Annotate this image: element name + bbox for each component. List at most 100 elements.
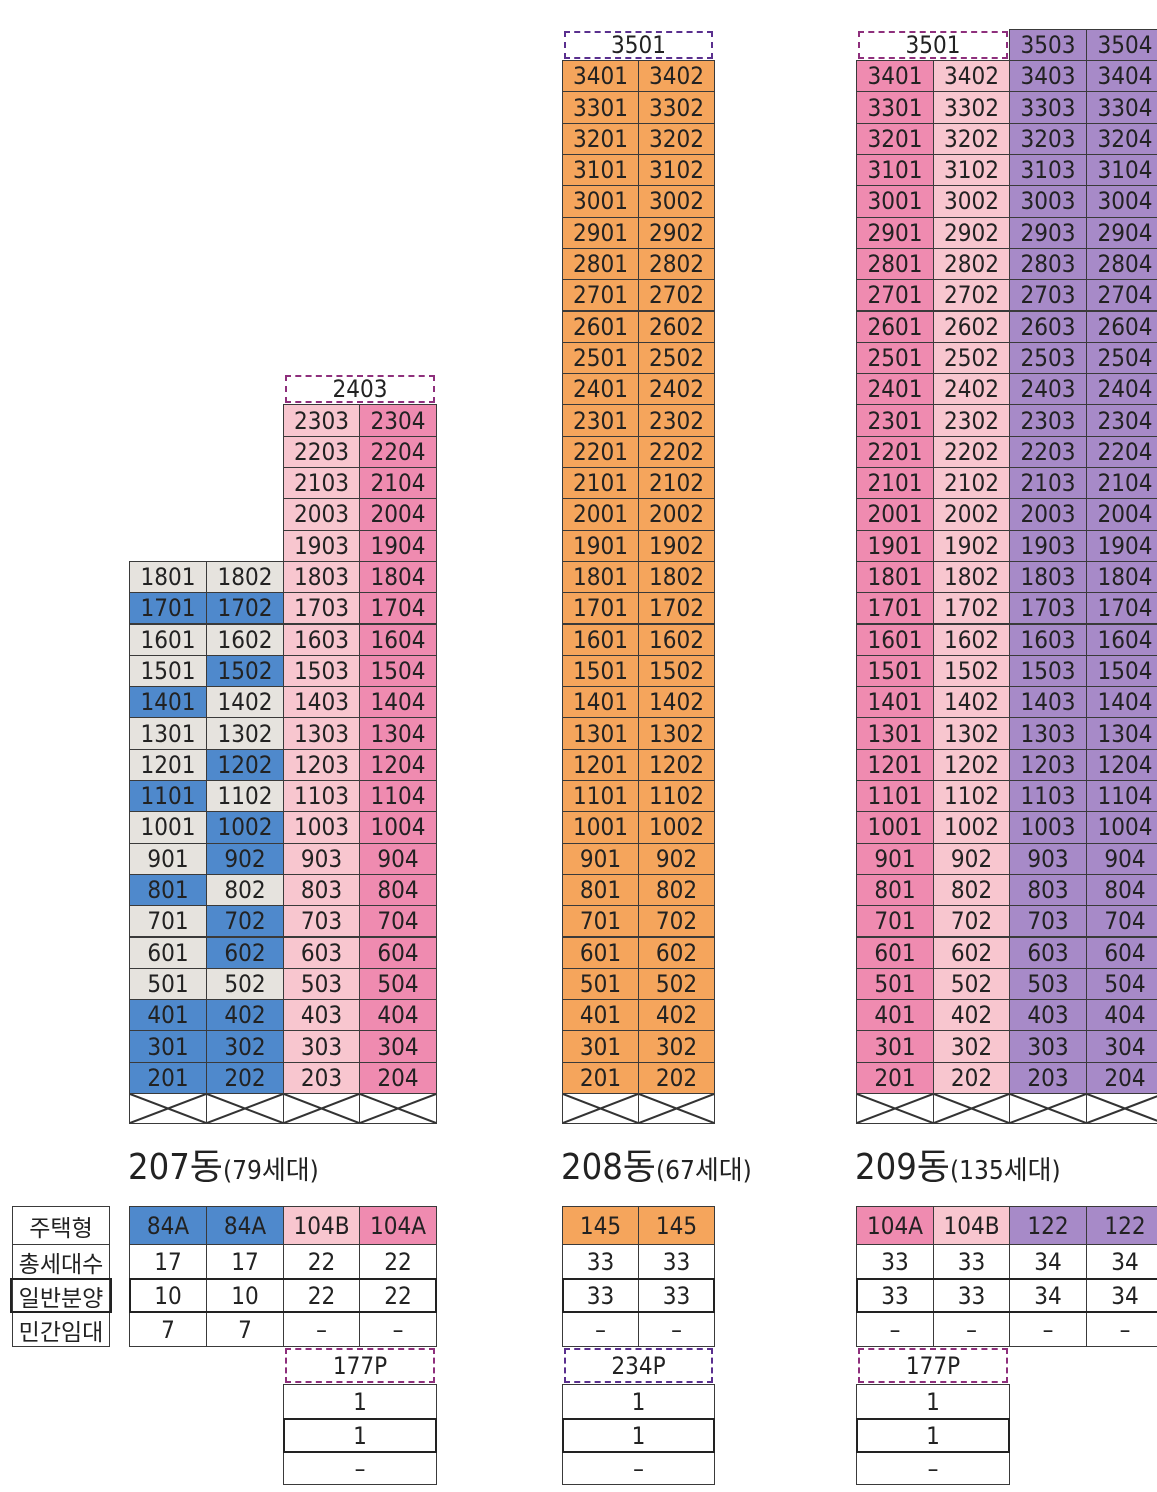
unit-cell: 201 (129, 1061, 207, 1094)
row-label: 일반분양 (12, 1278, 110, 1313)
summary-cell: 33 (856, 1244, 934, 1279)
unit-cell: 2404 (1086, 373, 1157, 406)
unit-cell: 504 (359, 967, 437, 1001)
unit-cell: 1502 (933, 654, 1010, 688)
unit-cell: 1802 (933, 560, 1010, 594)
unit-cell: 1703 (1009, 592, 1087, 625)
summary-cell: 33 (562, 1244, 639, 1279)
unit-cell: 503 (1009, 967, 1087, 1001)
unit-cell: 1204 (1086, 748, 1157, 781)
unit-cell: 203 (283, 1061, 360, 1094)
penthouse-summary-cell: – (562, 1452, 715, 1485)
unit-cell: 1002 (206, 811, 284, 844)
unit-cell: 704 (1086, 905, 1157, 938)
summary-cell: 33 (638, 1244, 715, 1279)
unit-cell: 2801 (562, 247, 639, 281)
unit-cell: 901 (129, 842, 207, 875)
unit-cell: 2004 (1086, 498, 1157, 531)
unit-cell: 2703 (1009, 279, 1087, 312)
piloti-cell (1009, 1093, 1087, 1124)
unit-cell: 502 (933, 967, 1010, 1001)
unit-cell: 2002 (638, 498, 715, 531)
unit-cell: 401 (856, 999, 934, 1032)
unit-cell: 1701 (562, 592, 639, 625)
penthouse-summary-cell: 177P (285, 1348, 435, 1383)
unit-cell: 301 (562, 1030, 639, 1063)
unit-cell: 1404 (359, 686, 437, 719)
unit-cell: 3203 (1009, 122, 1087, 155)
unit-cell: 1001 (562, 811, 639, 844)
unit-cell: 904 (1086, 842, 1157, 875)
unit-cell: 2304 (1086, 404, 1157, 437)
unit-cell: 2401 (562, 373, 639, 406)
unit-cell: 1602 (206, 623, 284, 656)
unit-cell: 3202 (933, 122, 1010, 155)
unit-cell: 1402 (206, 686, 284, 719)
penthouse-summary-cell: 1 (562, 1418, 715, 1453)
summary-cell: 33 (638, 1278, 715, 1313)
unit-cell: 3503 (1009, 28, 1087, 62)
unit-cell: 503 (283, 967, 360, 1001)
unit-cell: 1701 (856, 592, 934, 625)
summary-cell: – (856, 1312, 934, 1347)
unit-cell: 2101 (856, 467, 934, 500)
unit-cell: 801 (129, 873, 207, 907)
unit-cell: 1903 (1009, 529, 1087, 562)
penthouse-cell: 2403 (285, 375, 435, 404)
unit-cell: 1301 (562, 717, 639, 750)
unit-cell: 1501 (129, 654, 207, 688)
unit-cell: 902 (933, 842, 1010, 875)
unit-cell: 501 (129, 967, 207, 1001)
unit-cell: 3204 (1086, 122, 1157, 155)
unit-cell: 502 (638, 967, 715, 1001)
unit-cell: 1603 (283, 623, 360, 656)
unit-cell: 1302 (206, 717, 284, 750)
unit-cell: 1804 (359, 560, 437, 594)
type-label: 104B (933, 1206, 1010, 1245)
unit-cell: 3101 (562, 154, 639, 187)
unit-cell: 2101 (562, 467, 639, 500)
unit-cell: 1503 (1009, 654, 1087, 688)
penthouse-summary-cell: 1 (562, 1384, 715, 1419)
unit-cell: 1502 (206, 654, 284, 688)
summary-cell: 33 (562, 1278, 639, 1313)
building-name: 208동 (561, 1147, 656, 1188)
unit-cell: 3401 (856, 60, 934, 93)
summary-cell: 17 (206, 1244, 284, 1279)
unit-cell: 201 (562, 1061, 639, 1094)
unit-cell: 303 (283, 1030, 360, 1063)
type-label: 84A (129, 1206, 207, 1245)
unit-cell: 2103 (283, 467, 360, 500)
unit-cell: 2903 (1009, 216, 1087, 249)
unit-cell: 602 (206, 936, 284, 969)
unit-cell: 703 (283, 905, 360, 938)
unit-cell: 2803 (1009, 247, 1087, 281)
unit-cell: 1402 (933, 686, 1010, 719)
unit-cell: 1301 (856, 717, 934, 750)
unit-cell: 2601 (562, 310, 639, 343)
unit-cell: 3202 (638, 122, 715, 155)
unit-cell: 1502 (638, 654, 715, 688)
unit-cell: 1102 (638, 780, 715, 813)
summary-cell: 34 (1009, 1278, 1087, 1313)
penthouse-summary-cell: 1 (856, 1384, 1010, 1419)
unit-cell: 1201 (562, 748, 639, 781)
unit-cell: 1702 (933, 592, 1010, 625)
summary-cell: – (933, 1312, 1010, 1347)
unit-cell: 1104 (359, 780, 437, 813)
unit-cell: 601 (562, 936, 639, 969)
unit-cell: 1103 (283, 780, 360, 813)
unit-cell: 2904 (1086, 216, 1157, 249)
summary-cell: 10 (129, 1278, 207, 1313)
unit-cell: 301 (129, 1030, 207, 1063)
unit-cell: 1501 (856, 654, 934, 688)
building-title: 207동(79세대) (128, 1150, 319, 1186)
piloti-cell (206, 1093, 284, 1124)
unit-cell: 1301 (129, 717, 207, 750)
unit-cell: 1203 (1009, 748, 1087, 781)
unit-cell: 703 (1009, 905, 1087, 938)
type-label: 145 (638, 1206, 715, 1245)
penthouse-cell: 3501 (858, 30, 1008, 60)
penthouse-summary-cell: – (856, 1452, 1010, 1485)
building-title: 209동(135세대) (855, 1150, 1061, 1186)
